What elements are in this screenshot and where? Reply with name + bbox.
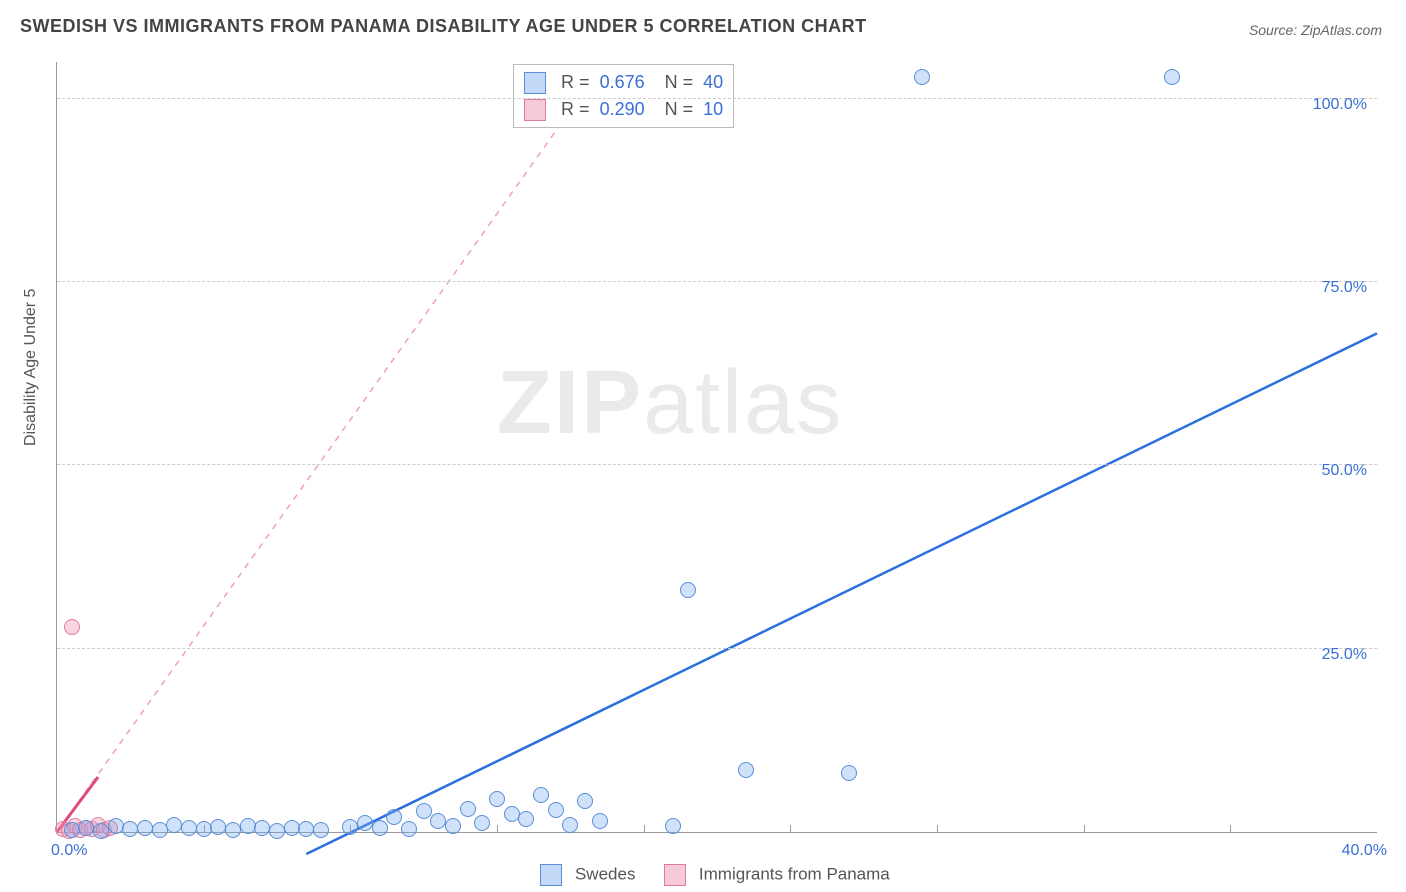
trend-lines-layer [57, 62, 1377, 832]
y-tick-label: 75.0% [1322, 279, 1367, 297]
scatter-point-blue [592, 813, 608, 829]
scatter-point-blue [504, 806, 520, 822]
x-tick [1084, 825, 1085, 833]
scatter-point-blue [298, 821, 314, 837]
scatter-point-blue [548, 802, 564, 818]
scatter-point-blue [108, 818, 124, 834]
scatter-point-blue [269, 823, 285, 839]
scatter-point-blue [372, 820, 388, 836]
scatter-point-blue [665, 818, 681, 834]
x-tick [790, 825, 791, 833]
scatter-point-blue [386, 809, 402, 825]
scatter-point-blue [166, 817, 182, 833]
scatter-point-blue [562, 817, 578, 833]
y-tick-label: 50.0% [1322, 462, 1367, 480]
scatter-point-blue [210, 819, 226, 835]
scatter-point-blue [284, 820, 300, 836]
gridline-h [57, 98, 1377, 99]
stat-R-blue: 0.676 [600, 72, 645, 92]
y-axis-label: Disability Age Under 5 [22, 289, 40, 446]
swatch-blue-icon [524, 72, 546, 94]
stats-row-panama: R = 0.290 N = 10 [524, 96, 723, 123]
source-name: ZipAtlas.com [1301, 22, 1382, 38]
scatter-point-blue [577, 793, 593, 809]
bottom-legend: Swedes Immigrants from Panama [0, 864, 1406, 886]
stat-N-pink: 10 [703, 99, 723, 119]
scatter-point-blue [225, 822, 241, 838]
stat-N-label: N [665, 99, 678, 119]
x-max-label: 40.0% [1342, 842, 1387, 860]
stats-row-swedes: R = 0.676 N = 40 [524, 69, 723, 96]
gridline-h [57, 281, 1377, 282]
trend-line [57, 69, 600, 832]
scatter-point-blue [518, 811, 534, 827]
scatter-point-blue [78, 820, 94, 836]
chart-title: SWEDISH VS IMMIGRANTS FROM PANAMA DISABI… [20, 16, 867, 37]
gridline-h [57, 648, 1377, 649]
scatter-point-pink [64, 619, 80, 635]
x-min-label: 0.0% [51, 842, 87, 860]
x-tick [644, 825, 645, 833]
scatter-point-blue [914, 69, 930, 85]
scatter-point-blue [416, 803, 432, 819]
scatter-point-blue [152, 822, 168, 838]
stat-eq: = [579, 72, 590, 92]
stat-R-label: R [561, 99, 574, 119]
scatter-point-blue [680, 582, 696, 598]
scatter-point-blue [196, 821, 212, 837]
scatter-point-blue [474, 815, 490, 831]
gridline-h [57, 464, 1377, 465]
y-tick-label: 25.0% [1322, 646, 1367, 664]
swatch-pink-icon [524, 99, 546, 121]
x-tick [497, 825, 498, 833]
legend-swatch-pink-icon [664, 864, 686, 886]
stat-R-pink: 0.290 [600, 99, 645, 119]
scatter-point-blue [401, 821, 417, 837]
scatter-point-blue [1164, 69, 1180, 85]
scatter-point-blue [445, 818, 461, 834]
x-tick [1230, 825, 1231, 833]
correlation-stats-box: R = 0.676 N = 40 R = 0.290 N = 10 [513, 64, 734, 128]
legend-swatch-blue-icon [540, 864, 562, 886]
scatter-point-blue [357, 815, 373, 831]
scatter-point-blue [342, 819, 358, 835]
legend-label-pink: Immigrants from Panama [699, 864, 890, 883]
source-attribution: Source: ZipAtlas.com [1249, 22, 1382, 38]
scatter-point-blue [738, 762, 754, 778]
source-prefix: Source: [1249, 22, 1301, 38]
scatter-point-blue [430, 813, 446, 829]
stat-eq: = [579, 99, 590, 119]
scatter-point-blue [254, 820, 270, 836]
scatter-point-blue [460, 801, 476, 817]
scatter-point-blue [64, 822, 80, 838]
scatter-point-blue [533, 787, 549, 803]
scatter-point-blue [137, 820, 153, 836]
scatter-point-blue [93, 823, 109, 839]
stat-N-label: N [665, 72, 678, 92]
scatter-point-blue [240, 818, 256, 834]
scatter-point-blue [841, 765, 857, 781]
scatter-point-blue [122, 821, 138, 837]
plot-area: ZIPatlas R = 0.676 N = 40 R = 0.290 N = … [56, 62, 1377, 833]
y-tick-label: 100.0% [1313, 96, 1367, 114]
scatter-point-blue [181, 820, 197, 836]
stat-N-blue: 40 [703, 72, 723, 92]
scatter-point-blue [489, 791, 505, 807]
stat-eq: = [683, 99, 694, 119]
stat-eq: = [683, 72, 694, 92]
legend-label-blue: Swedes [575, 864, 635, 883]
scatter-point-blue [313, 822, 329, 838]
x-tick [937, 825, 938, 833]
stat-R-label: R [561, 72, 574, 92]
